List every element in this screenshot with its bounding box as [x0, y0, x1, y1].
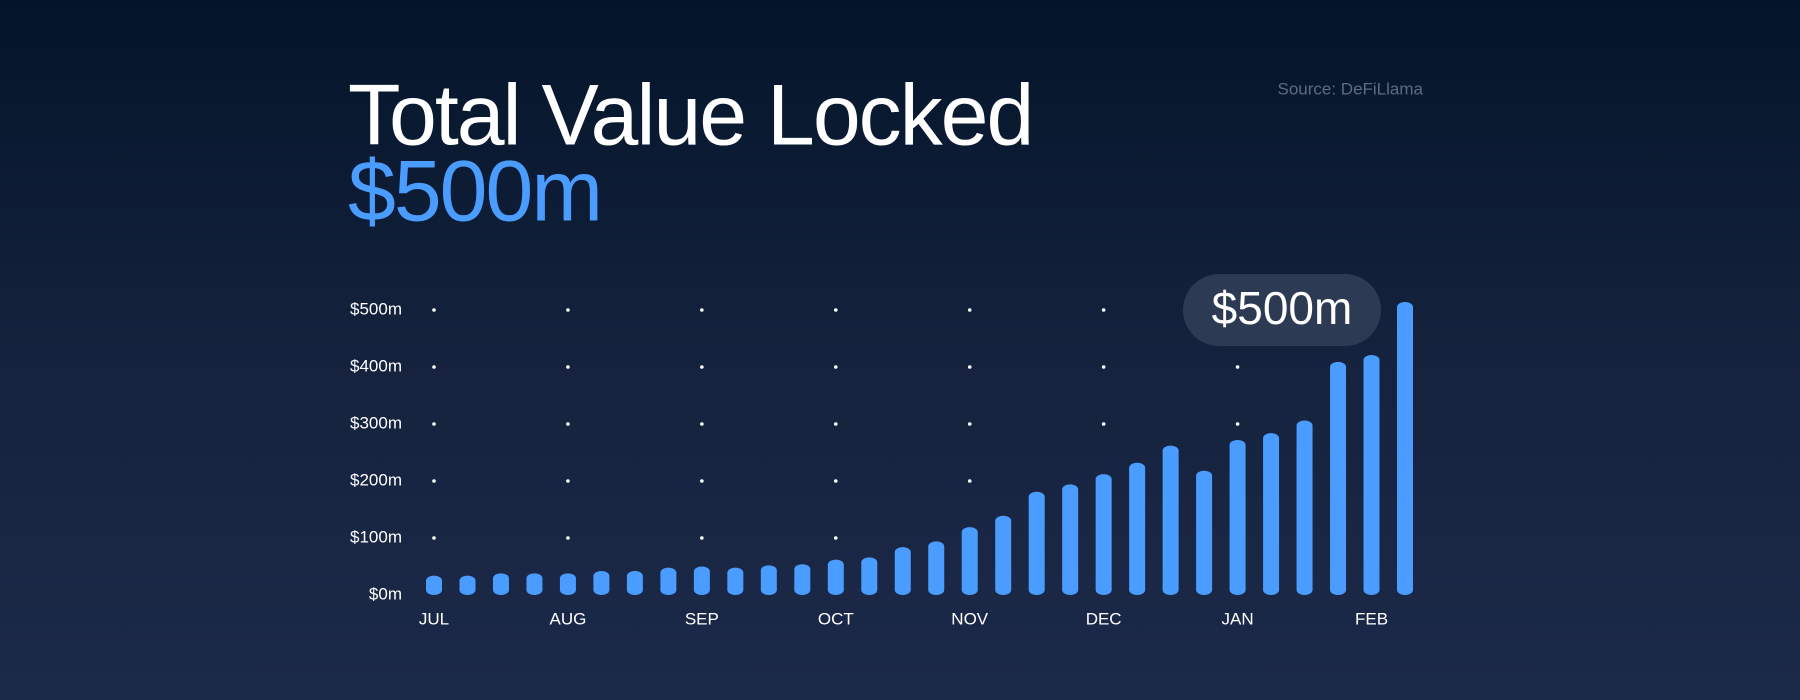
x-tick-label: FEB	[1355, 609, 1388, 628]
y-tick-label: $0m	[369, 584, 402, 603]
bar	[459, 575, 476, 595]
source-note: Source: DeFiLlama	[1277, 79, 1423, 98]
bar	[1162, 445, 1179, 595]
x-tick-label: DEC	[1086, 609, 1122, 628]
bar	[1397, 302, 1413, 595]
bar	[1363, 355, 1380, 595]
bar	[1330, 361, 1347, 595]
grid-dot	[700, 308, 704, 312]
bar	[626, 571, 643, 595]
grid-dot	[566, 536, 570, 540]
bar	[1296, 420, 1313, 595]
bar	[1028, 491, 1045, 595]
x-tick-label: JUL	[419, 609, 449, 628]
y-tick-label: $300m	[350, 413, 402, 432]
bar	[827, 559, 844, 595]
bar	[928, 541, 945, 595]
bar	[1229, 439, 1246, 595]
x-tick-label: SEP	[685, 609, 719, 628]
grid-dot	[432, 479, 436, 483]
grid-dot	[1235, 365, 1240, 369]
grid-dot	[967, 308, 972, 312]
grid-dot	[432, 365, 436, 369]
bar	[426, 575, 442, 595]
y-tick-label: $100m	[350, 527, 402, 546]
chart-title: Total Value Locked	[348, 68, 1032, 164]
bar	[794, 564, 811, 595]
grid-dot	[700, 422, 704, 426]
bar	[693, 566, 710, 595]
bar	[760, 565, 777, 595]
grid-dot	[700, 536, 704, 540]
grid-dot	[1101, 422, 1106, 426]
value-label: $500m	[1212, 282, 1353, 334]
y-tick-label: $400m	[350, 356, 402, 375]
x-tick-label: NOV	[951, 609, 989, 628]
bar	[526, 573, 543, 595]
bar	[894, 547, 911, 595]
bar	[593, 571, 610, 595]
grid-dot	[566, 422, 570, 426]
grid-dot	[967, 479, 972, 483]
grid-dot	[432, 308, 436, 312]
grid-dot	[700, 365, 704, 369]
grid-dot	[833, 365, 838, 369]
grid-dot	[1235, 422, 1240, 426]
x-tick-label: JAN	[1222, 609, 1254, 628]
grid-dot	[1101, 308, 1106, 312]
grid-dot	[967, 422, 972, 426]
bar	[961, 527, 978, 595]
grid-dot	[833, 536, 838, 540]
bar	[492, 573, 509, 595]
bar	[1095, 474, 1112, 595]
bar	[1196, 470, 1213, 595]
bar	[559, 573, 576, 595]
bar	[727, 567, 744, 595]
grid-dot	[1101, 365, 1106, 369]
grid-dot	[700, 479, 704, 483]
bar	[1129, 462, 1146, 595]
bar	[660, 567, 677, 595]
bar	[1263, 433, 1280, 595]
grid-dot	[432, 422, 436, 426]
bar	[861, 557, 878, 595]
x-tick-label: OCT	[818, 609, 854, 628]
grid-dot	[967, 365, 972, 369]
bar	[995, 515, 1012, 595]
grid-dot	[833, 422, 838, 426]
callout-box	[1183, 274, 1381, 346]
y-tick-label: $200m	[350, 470, 402, 489]
headline-value: $500m	[348, 144, 601, 240]
bar	[1062, 484, 1079, 595]
grid-dot	[432, 536, 436, 540]
y-tick-label: $500m	[350, 299, 402, 318]
x-tick-label: AUG	[550, 609, 587, 628]
grid-dot	[833, 308, 838, 312]
grid-dot	[566, 308, 570, 312]
grid-dot	[833, 479, 838, 483]
grid-dot	[566, 479, 570, 483]
grid-dot	[566, 365, 570, 369]
